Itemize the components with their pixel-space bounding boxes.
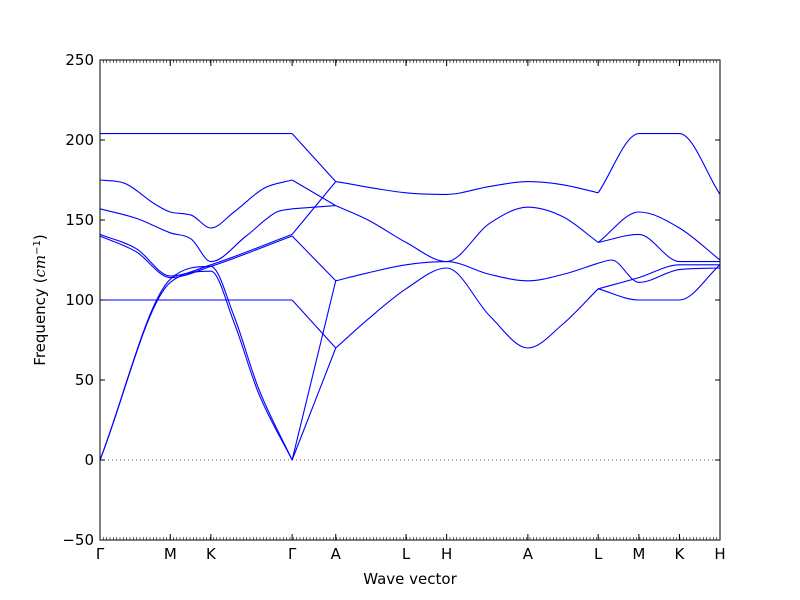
band-line-21 [597, 211, 721, 261]
band-line-18 [335, 261, 599, 282]
y-axis-label: Frequency (cm−1) [31, 234, 49, 365]
x-tick-label-5: L [402, 545, 411, 563]
y-tick-label-1: 0 [84, 451, 94, 469]
x-tick-label-11: H [714, 545, 725, 563]
band-line-8 [291, 133, 337, 182]
band-line-19 [335, 267, 599, 349]
band-line-11 [291, 181, 337, 235]
x-tick-label-6: H [441, 545, 452, 563]
band-line-3 [99, 233, 293, 277]
y-tick-label-0: −50 [62, 531, 94, 549]
y-axis-label-open: ( [31, 278, 49, 284]
y-tick-label-6: 250 [65, 51, 94, 69]
band-line-17 [335, 205, 599, 263]
band-line-14 [291, 280, 337, 461]
band-line-12 [291, 235, 337, 282]
y-axis-label-text: Frequency [31, 288, 49, 366]
x-tick-label-3: Γ [288, 545, 297, 563]
y-axis-label-unit-exp: −1 [32, 240, 43, 255]
x-tick-label-1: M [164, 545, 177, 563]
band-line-23 [598, 259, 721, 283]
band-line-22 [598, 233, 720, 263]
plot-frame [99, 59, 721, 541]
band-line-13 [291, 299, 337, 349]
band-line-25 [598, 264, 721, 301]
bands-layer [99, 133, 721, 461]
band-line-16 [335, 181, 599, 195]
band-line-24 [598, 264, 720, 290]
y-axis-label-unit: cm [31, 255, 49, 278]
y-axis-label-close: ) [31, 234, 49, 240]
x-axis-label: Wave vector [363, 570, 457, 588]
labels-layer: −50 0 50 100 150 200 250 Γ M K Γ A L H A L M K H [62, 51, 725, 563]
x-tick-label-2: K [206, 545, 217, 563]
band-line-15 [291, 347, 337, 461]
x-tick-label-10: K [675, 545, 686, 563]
y-tick-label-4: 150 [65, 211, 94, 229]
y-tick-label-5: 200 [65, 131, 94, 149]
x-tick-label-8: L [594, 545, 603, 563]
band-line-4 [99, 235, 293, 279]
band-line-6 [99, 265, 293, 461]
band-line-2 [99, 208, 293, 263]
band-line-1 [99, 179, 293, 229]
x-tick-label-9: M [632, 545, 645, 563]
band-line-7 [99, 270, 293, 461]
x-tick-label-0: Γ [96, 545, 105, 563]
y-tick-label-2: 50 [75, 371, 94, 389]
band-line-20 [597, 133, 721, 195]
band-line-9 [291, 179, 337, 207]
x-tick-label-7: A [523, 545, 534, 563]
x-tick-label-4: A [331, 545, 342, 563]
y-tick-label-3: 100 [65, 291, 94, 309]
